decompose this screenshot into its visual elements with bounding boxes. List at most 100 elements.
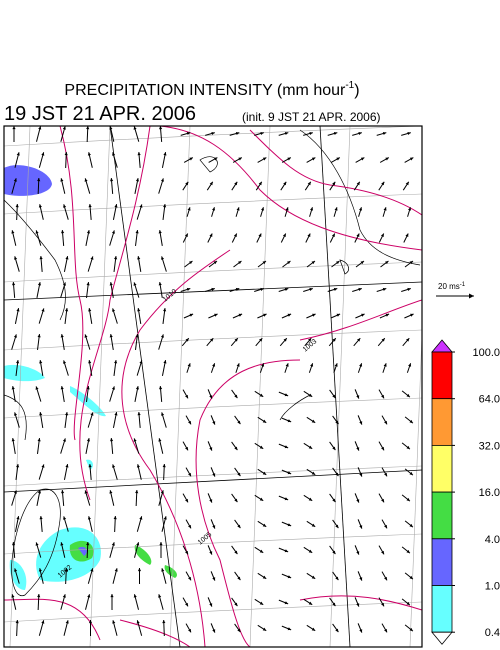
wind-arrow-head bbox=[133, 594, 137, 598]
wind-arrow-head bbox=[381, 338, 385, 342]
major-graticule bbox=[109, 126, 181, 647]
wind-arrow-head bbox=[287, 575, 292, 579]
wind-arrow-head bbox=[139, 516, 143, 520]
wind-arrow-head bbox=[359, 577, 363, 581]
wind-arrow-head bbox=[62, 438, 66, 442]
wind-arrow-head bbox=[161, 568, 165, 572]
wind-arrow-head bbox=[262, 523, 267, 527]
wind-arrow-head bbox=[12, 126, 16, 130]
isobar bbox=[249, 129, 422, 216]
wind-arrow-head bbox=[357, 338, 361, 342]
wind-arrow-head bbox=[409, 523, 413, 528]
wind-arrow-head bbox=[409, 157, 414, 161]
colorbar-segment bbox=[431, 538, 453, 586]
wind-arrow-head bbox=[16, 464, 20, 468]
wind-arrow-head bbox=[189, 313, 194, 317]
wind-arrow-head bbox=[87, 152, 91, 156]
wind-arrow-head bbox=[283, 181, 287, 186]
wind-arrow-head bbox=[135, 386, 140, 390]
wind-arrow-head bbox=[84, 490, 88, 494]
wind-arrow-head bbox=[88, 308, 92, 312]
wind-arrow-head bbox=[135, 490, 139, 494]
wind-arrow-head bbox=[285, 363, 289, 367]
wind-arrow-head bbox=[114, 256, 118, 260]
wind-arrow-head bbox=[38, 204, 42, 208]
wind-arrow-head bbox=[111, 386, 115, 390]
wind-arrow-head bbox=[405, 181, 409, 186]
wind-arrow-head bbox=[111, 230, 115, 234]
wind-arrow-head bbox=[359, 629, 363, 633]
wind-arrow-head bbox=[287, 157, 291, 161]
wind-arrow-head bbox=[259, 338, 263, 342]
wind-arrow-head bbox=[137, 308, 141, 312]
wind-arrow-head bbox=[358, 131, 362, 135]
wind-arrow-head bbox=[312, 313, 316, 317]
wind-arrow-head bbox=[383, 207, 387, 211]
wind-arrow-head bbox=[65, 464, 69, 468]
wind-arrow-head bbox=[185, 338, 189, 342]
coastline bbox=[4, 199, 66, 321]
wind-arrow-head bbox=[406, 338, 410, 342]
wind-arrow-head bbox=[406, 601, 410, 606]
graticule-meridian bbox=[329, 126, 351, 647]
wind-arrow-head bbox=[186, 131, 191, 135]
wind-arrow-head bbox=[381, 446, 385, 451]
wind-arrow-head bbox=[136, 464, 140, 468]
wind-arrow-head bbox=[112, 308, 116, 312]
valid-time: 19 JST 21 APR. 2006 bbox=[4, 103, 196, 125]
wind-arrow-head bbox=[384, 628, 388, 633]
wind-arrow-head bbox=[307, 181, 311, 186]
wind-arrow-head bbox=[308, 549, 313, 553]
wind-arrow-head bbox=[262, 575, 267, 579]
wind-arrow-head bbox=[385, 157, 389, 161]
wind-arrow-head bbox=[210, 338, 214, 342]
graticule-parallel bbox=[4, 193, 422, 215]
wind-arrow-head bbox=[90, 412, 94, 416]
wind-arrow-head bbox=[135, 178, 140, 182]
wind-arrow-head bbox=[332, 181, 336, 186]
wind-arrow-head bbox=[185, 550, 188, 555]
wind-arrow-head bbox=[110, 178, 114, 182]
wind-arrow-head bbox=[258, 233, 262, 238]
wind-arrow-head bbox=[408, 363, 412, 367]
wind-arrow-head bbox=[139, 204, 143, 208]
wind-arrow-head bbox=[332, 498, 336, 503]
wind-arrow-head bbox=[188, 472, 191, 477]
wind-arrow-head bbox=[287, 471, 292, 475]
wind-arrow-head bbox=[332, 394, 336, 399]
wind-arrow-head bbox=[284, 549, 289, 553]
wind-arrow-head bbox=[41, 464, 45, 468]
wind-arrow-head bbox=[356, 233, 360, 238]
isobar bbox=[159, 126, 422, 251]
wind-arrow-head bbox=[235, 131, 240, 135]
graticule-parallel bbox=[4, 465, 422, 487]
wind-arrow-head bbox=[384, 420, 388, 425]
wind-arrow-head bbox=[213, 260, 217, 265]
isobar bbox=[4, 598, 101, 641]
colorbar-label: 32.0 bbox=[479, 440, 500, 452]
title-end: ) bbox=[354, 82, 359, 99]
wind-arrow-head bbox=[86, 542, 90, 546]
wind-arrow-head bbox=[309, 287, 313, 291]
wind-arrow-head bbox=[335, 524, 339, 529]
isobar bbox=[299, 299, 422, 341]
wind-arrow-head bbox=[163, 308, 167, 312]
wind-arrow-head bbox=[259, 549, 264, 553]
major-graticule bbox=[319, 126, 351, 647]
wind-arrow-head bbox=[282, 233, 286, 238]
wind-arrow-head bbox=[382, 131, 387, 135]
wind-arrow-head bbox=[11, 230, 15, 234]
wind-arrow-head bbox=[60, 490, 65, 494]
wind-arrow-head bbox=[332, 550, 336, 555]
wind-arrow-head bbox=[37, 334, 41, 338]
wind-arrow-head bbox=[159, 126, 163, 130]
wind-arrow-head bbox=[160, 334, 164, 338]
wind-arrow-head bbox=[409, 627, 413, 632]
wind-arrow-head bbox=[133, 438, 137, 442]
wind-arrow-head bbox=[381, 602, 385, 607]
wind-arrow-head bbox=[12, 282, 16, 286]
wind-arrow-head bbox=[236, 207, 240, 211]
wind-arrow-head bbox=[335, 420, 339, 425]
graticule-parallel bbox=[4, 261, 422, 283]
